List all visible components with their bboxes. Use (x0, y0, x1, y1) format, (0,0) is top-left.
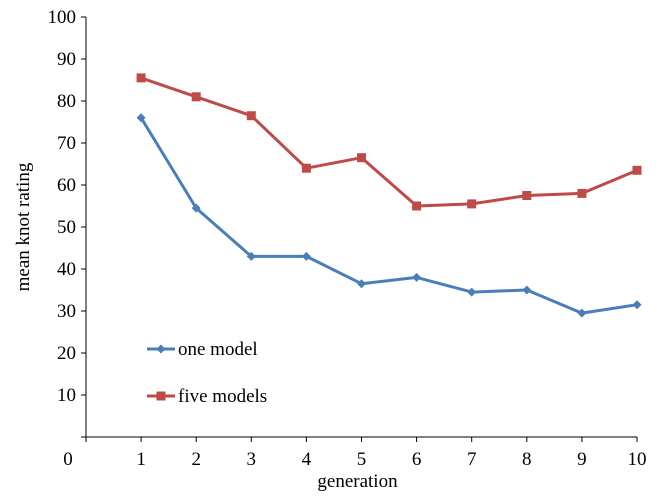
y-ticks: 10 20 30 40 50 60 70 80 90 100 (48, 7, 86, 438)
y-tick-label: 60 (57, 175, 76, 196)
x-tick-label: 10 (628, 449, 647, 470)
x-tick-label: 9 (577, 449, 587, 470)
y-tick-label: 20 (57, 343, 76, 364)
x-tick-label: 7 (467, 449, 477, 470)
series-line (139, 117, 638, 315)
legend-item: one model (147, 339, 258, 360)
y-tick-label: 90 (57, 49, 76, 70)
data-point (246, 251, 256, 261)
x-tick-label: 5 (357, 449, 367, 470)
x-tick-label: 6 (412, 449, 422, 470)
data-point (191, 92, 201, 102)
series-1 (136, 113, 642, 318)
series-2 (136, 73, 642, 211)
y-tick-label: 80 (57, 91, 76, 112)
legend-swatch-marker (156, 344, 166, 354)
data-point (632, 300, 642, 310)
x-axis-title: generation (317, 471, 398, 492)
data-point (522, 285, 532, 295)
y-tick-label: 100 (48, 7, 77, 28)
data-point (577, 308, 587, 318)
y-tick-label: 40 (57, 259, 76, 280)
series-layer (136, 73, 642, 318)
data-point (632, 165, 642, 175)
y-axis-title: mean knot rating (13, 162, 34, 291)
data-point (412, 201, 422, 211)
data-point (301, 251, 311, 261)
x-tick-label: 2 (191, 449, 201, 470)
data-point (246, 111, 256, 121)
x-tick-label: 4 (302, 449, 312, 470)
data-point (522, 191, 532, 200)
y-tick-label: 70 (57, 133, 76, 154)
series-line (140, 76, 638, 208)
legend-swatch-marker (156, 391, 166, 401)
x-tick-label: 1 (136, 449, 146, 470)
y-tick-label: 10 (57, 385, 76, 406)
data-point (412, 272, 422, 282)
data-point (357, 153, 366, 163)
axes (85, 17, 637, 438)
data-point (136, 113, 146, 123)
y-tick-label: 50 (57, 217, 76, 238)
x-tick-label: 0 (63, 449, 73, 470)
data-point (136, 73, 146, 83)
data-point (467, 287, 477, 297)
legend: one model five models (147, 339, 267, 407)
legend-label: five models (178, 386, 267, 407)
x-ticks: 0 1 2 3 4 5 6 7 8 9 10 (63, 437, 647, 470)
data-point (467, 199, 477, 209)
x-tick-label: 8 (522, 449, 532, 470)
data-point (577, 188, 587, 198)
x-tick-label: 3 (247, 449, 257, 470)
y-tick-label: 30 (57, 301, 76, 322)
data-point (301, 163, 311, 173)
data-point (191, 203, 201, 213)
legend-item: five models (147, 386, 267, 407)
legend-label: one model (178, 339, 258, 360)
data-point (357, 279, 366, 289)
